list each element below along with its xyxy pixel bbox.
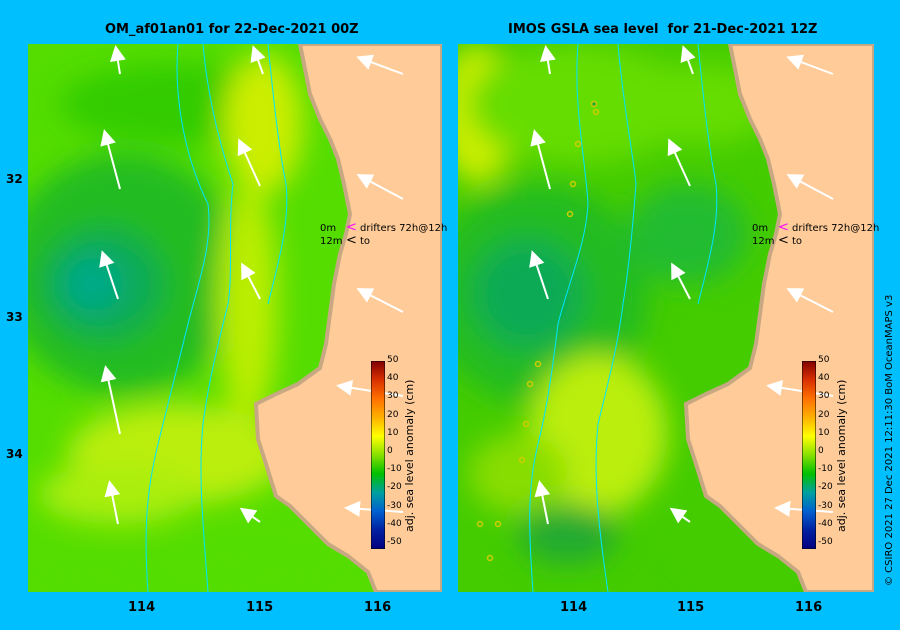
x-tick-left-116: 116 [364,600,392,615]
left-map-panel [28,44,442,592]
colorbar-right-tick-5: 0 [818,446,824,456]
legend-left-depth-0: 0m [320,223,337,234]
colorbar-right-label: adj. sea level anomaly (cm) [835,379,848,532]
colorbar-left-tick-10: -50 [387,537,402,547]
colorbar-left-tick-3: 20 [387,409,399,420]
bathymetry-contours [529,44,718,592]
colorbar-left-label: adj. sea level anomaly (cm) [403,379,416,532]
x-tick-right-116: 116 [795,600,823,615]
colorbar-right [802,361,816,549]
colorbar-left-tick-4: 10 [387,427,399,438]
legend-right-text-1: drifters 72h@12h [792,223,880,234]
legend-right-arrow-icon: < [778,233,789,248]
legend-right-depth-12: 12m [752,236,775,247]
legend-right-depth-0: 0m [752,223,769,234]
y-tick-32: 32 [6,172,23,186]
x-tick-right-115: 115 [677,600,705,615]
colorbar-right-tick-6: -10 [818,464,833,475]
colorbar-right-tick-9: -40 [818,518,833,529]
colorbar-left [371,361,385,549]
x-tick-left-114: 114 [128,600,156,615]
colorbar-right-tick-3: 20 [818,409,830,420]
colorbar-right-tick-0: 50 [818,355,830,365]
legend-right-text-2: to [792,236,803,247]
y-tick-34: 34 [6,447,23,461]
colorbar-left-tick-0: 50 [387,355,399,365]
drifter-arrows [99,45,404,525]
sea-level-contours [28,54,368,592]
colorbar-left-tick-7: -20 [387,482,402,493]
legend-left-text-1: drifters 72h@12h [360,223,448,234]
coastline-land [253,44,442,592]
x-tick-left-115: 115 [246,600,274,615]
legend-right-marker-icon: < [778,220,789,235]
colorbar-left-tick-1: 40 [387,373,399,384]
colorbar-left-tick-8: -30 [387,500,402,511]
colorbar-left-tick-6: -10 [387,464,402,475]
y-tick-33: 33 [6,310,23,324]
drifter-positions [476,100,600,562]
legend-left-depth-12: 12m [320,236,343,247]
colorbar-left-tick-9: -40 [387,518,402,529]
colorbar-right-tick-1: 40 [818,373,830,384]
credit-text: © CSIRO 2021 27 Dec 2021 12:11:30 BoM Oc… [884,294,895,586]
colorbar-left-tick-5: 0 [387,446,393,456]
colorbar-right-tick-2: 30 [818,391,830,402]
legend-left-marker-icon: < [346,220,357,235]
bathymetry-contours [145,44,288,592]
colorbar-left-tick-2: 30 [387,391,399,402]
left-map-title: OM_af01an01 for 22-Dec-2021 00Z [105,22,359,37]
colorbar-right-tick-8: -30 [818,500,833,511]
drifter-arrows [529,45,834,525]
colorbar-right-tick-7: -20 [818,482,833,493]
right-map-title: IMOS GSLA sea level for 21-Dec-2021 12Z [508,22,818,37]
colorbar-right-tick-4: 10 [818,427,830,438]
colorbar-right-tick-10: -50 [818,537,833,547]
coastline-land [683,44,874,592]
right-map-panel [458,44,874,592]
legend-left-text-2: to [360,236,371,247]
x-tick-right-114: 114 [560,600,588,615]
legend-left-arrow-icon: < [346,233,357,248]
